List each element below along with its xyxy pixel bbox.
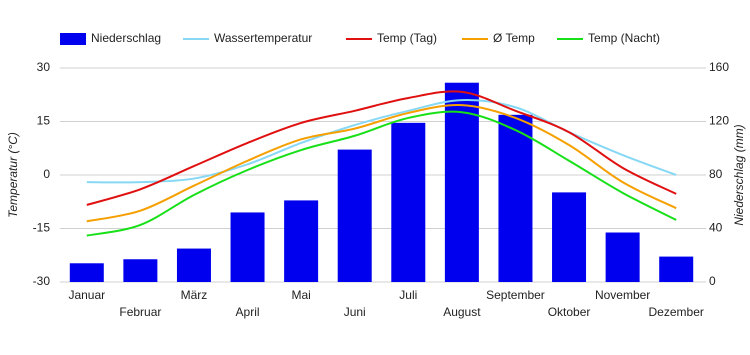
legend: Niederschlag Wassertemperatur Temp (Tag) Ø … (60, 31, 660, 45)
bar (176, 248, 211, 282)
x-tick-label: Mai (291, 288, 310, 302)
y2-tick-label: 40 (709, 221, 723, 235)
x-tick-label: Juni (344, 305, 366, 319)
y2-axis-title: Niederschlag (mm) (732, 124, 746, 225)
bar (391, 122, 426, 283)
y-tick-label: -30 (33, 274, 51, 288)
x-tick-label: September (486, 288, 545, 302)
x-tick-label: Oktober (548, 305, 591, 319)
bar (552, 192, 587, 282)
line (86, 90, 677, 206)
x-tick-label: Februar (119, 305, 161, 319)
bar (498, 114, 533, 282)
x-tick-label: April (236, 305, 260, 319)
y2-tick-label: 80 (709, 167, 723, 181)
bar (444, 82, 479, 283)
x-tick-label: März (181, 288, 208, 302)
legend-label: Temp (Nacht) (588, 31, 660, 45)
bar (230, 212, 265, 282)
bar (123, 259, 158, 282)
line (86, 104, 677, 223)
x-tick-label: Dezember (649, 305, 704, 319)
y-tick-label: -15 (33, 221, 51, 235)
bar (69, 263, 104, 282)
y-tick-label: 30 (37, 60, 51, 74)
legend-label: Wassertemperatur (214, 31, 312, 45)
legend-label: Temp (Tag) (377, 31, 437, 45)
x-tick-label: Juli (399, 288, 417, 302)
x-tick-label: August (443, 305, 481, 319)
bar (337, 149, 372, 282)
line (86, 110, 677, 237)
legend-label: Ø Temp (493, 31, 535, 45)
legend-swatch (60, 33, 86, 45)
bar (284, 200, 319, 282)
y2-tick-label: 120 (709, 114, 729, 128)
legend-label: Niederschlag (91, 31, 161, 45)
y-axis-title: Temperatur (°C) (6, 132, 20, 218)
bar (605, 232, 640, 282)
x-tick-label: Januar (68, 288, 105, 302)
y2-tick-label: 160 (709, 60, 729, 74)
y-tick-label: 0 (43, 167, 50, 181)
x-tick-label: November (595, 288, 650, 302)
y2-tick-label: 0 (709, 274, 716, 288)
line (86, 99, 677, 184)
y-tick-label: 15 (37, 114, 51, 128)
bar (659, 256, 694, 282)
